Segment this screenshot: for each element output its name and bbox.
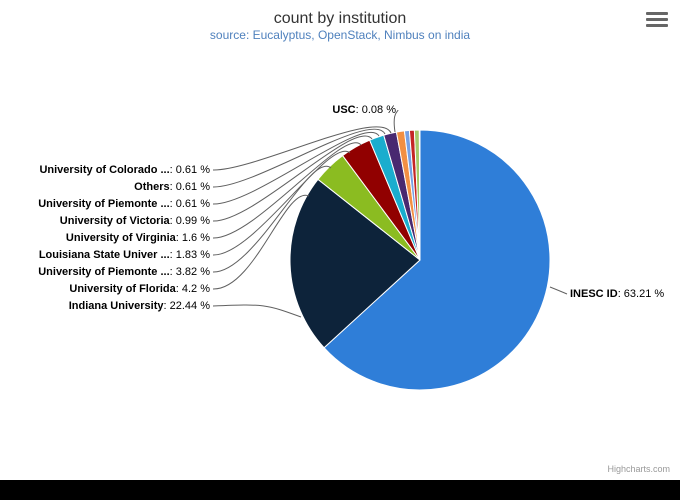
export-menu-icon[interactable] [646,12,668,30]
chart-title: count by institution [0,0,680,28]
slice-label: University of Victoria: 0.99 % [60,215,210,227]
label-connector [213,305,301,317]
slice-label: University of Colorado ...: 0.61 % [39,164,210,176]
slice-label: Others: 0.61 % [134,181,210,193]
slice-label: USC: 0.08 % [332,104,396,116]
slice-label: University of Virginia: 1.6 % [66,232,210,244]
credits-link[interactable]: Highcharts.com [607,464,670,474]
slice-label: University of Piemonte ...: 0.61 % [38,198,210,210]
slice-label: INESC ID: 63.21 % [570,288,664,300]
chart-subtitle: source: Eucalyptus, OpenStack, Nimbus on… [0,28,680,42]
slice-label: University of Florida: 4.2 % [69,283,210,295]
pie-chart: INESC ID: 63.21 % Indiana University: 22.… [0,65,680,455]
chart-container: count by institution source: Eucalyptus,… [0,0,680,480]
slice-label: University of Piemonte ...: 3.82 % [38,266,210,278]
slice-label: Louisiana State Univer ...: 1.83 % [39,249,210,261]
pie-slice[interactable] [419,130,420,260]
slice-label: Indiana University: 22.44 % [69,300,210,312]
label-connector [550,287,567,294]
